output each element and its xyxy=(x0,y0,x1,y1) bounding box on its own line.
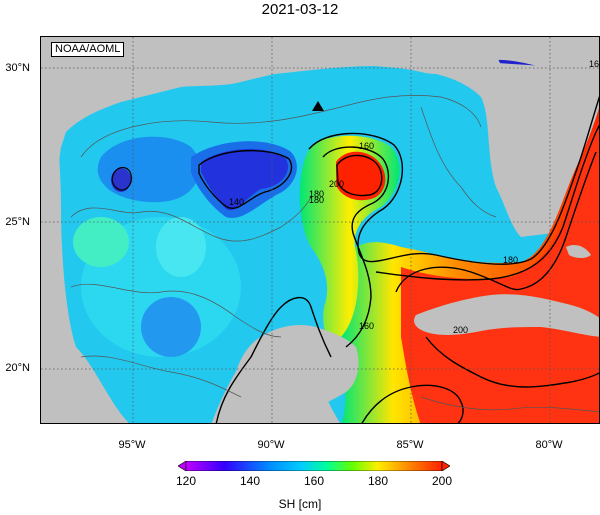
graticule xyxy=(41,37,599,423)
colorbar-tick: 160 xyxy=(303,474,325,488)
lat-label-25n: 25°N xyxy=(5,216,30,228)
contour-label: 160 xyxy=(359,141,374,151)
contour-160-loop-outer xyxy=(308,95,599,265)
colorbar-min-arrow xyxy=(178,461,187,471)
land-florida xyxy=(481,62,561,213)
contour-160-south xyxy=(215,296,332,423)
contour-label: 180 xyxy=(309,189,324,199)
colorbar-tick: 120 xyxy=(175,474,197,488)
colorbar-tick: 200 xyxy=(431,474,453,488)
colorbar-tick: 140 xyxy=(239,474,261,488)
colorbar-max-arrow xyxy=(441,461,450,471)
thin-contours xyxy=(70,95,599,413)
lat-label-20n: 20°N xyxy=(5,362,30,374)
contour-label: 160 xyxy=(359,321,374,331)
contour-label: 160 xyxy=(589,59,600,69)
contour-200-eddy xyxy=(336,154,383,197)
land-cuba xyxy=(414,294,599,337)
contour-180-loop xyxy=(322,146,390,348)
dark-blue-core xyxy=(201,148,289,211)
green-patch-west xyxy=(73,217,129,267)
contour-label-group: 160 140 180 200 180 160 200 180 160 xyxy=(229,59,600,335)
contour-180-east xyxy=(375,124,599,281)
sea-height-map: 160 140 180 200 180 160 200 180 160 xyxy=(41,37,600,423)
contour-label: 200 xyxy=(453,325,468,335)
lon-label-80w: 80°W xyxy=(535,439,563,451)
dark-blue-spot-west xyxy=(111,168,131,192)
contour-label: 140 xyxy=(229,197,244,207)
colorbar-tick: 180 xyxy=(367,474,389,488)
contour-200-east xyxy=(395,151,597,293)
lat-label-30n: 30°N xyxy=(5,62,30,74)
contour-label: 180 xyxy=(503,255,518,265)
red-core-caribbean xyxy=(401,121,599,423)
contour-label: 200 xyxy=(329,179,344,189)
contour-140-west-spot xyxy=(111,166,132,191)
source-label: NOAA/AOML xyxy=(51,42,125,57)
lon-label-90w: 90°W xyxy=(257,439,285,451)
colorbar xyxy=(178,461,450,471)
land-mexico-west xyxy=(41,147,120,423)
contour-140-blue-low xyxy=(198,149,293,209)
station-marker-triangle-icon xyxy=(312,101,324,111)
land-north-coast xyxy=(41,37,599,147)
cyan-patch-central xyxy=(156,217,206,277)
contour-label: 180 xyxy=(309,195,324,205)
contour-200-south xyxy=(425,336,599,388)
colorbar-title: SH [cm] xyxy=(278,497,322,511)
lon-label-85w: 85°W xyxy=(396,439,424,451)
blue-patch-southwest xyxy=(141,297,201,357)
map-title: 2021-03-12 xyxy=(261,1,339,18)
colorbar-gradient xyxy=(185,461,443,471)
loop-current-eddy-core xyxy=(336,151,386,201)
map-frame: 160 140 180 200 180 160 200 180 160 NOAA… xyxy=(40,36,600,424)
contour-200-southwest xyxy=(361,384,464,423)
land-bahamas xyxy=(566,244,591,258)
lon-label-95w: 95°W xyxy=(118,439,146,451)
contour-lines xyxy=(111,95,599,423)
